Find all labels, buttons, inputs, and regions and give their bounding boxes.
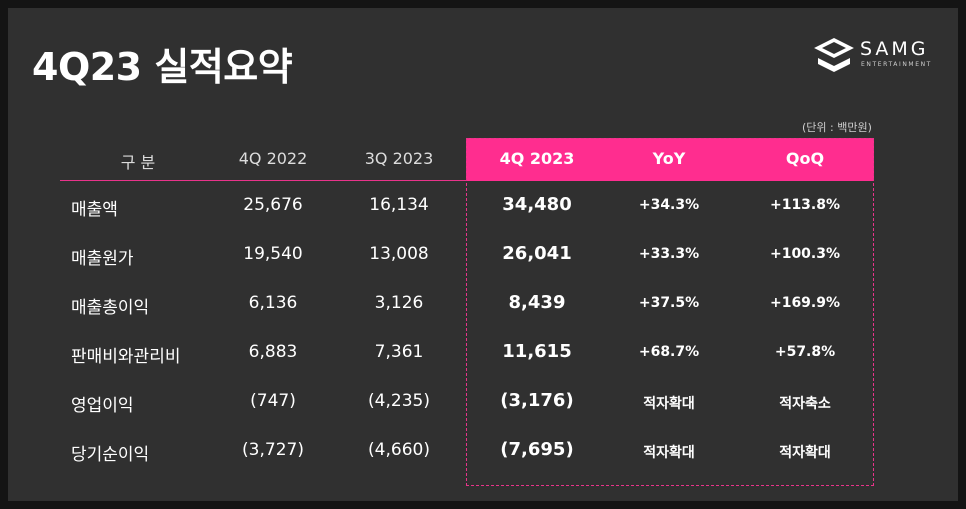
cell-4q2023: 34,480 [502,194,572,215]
cell-3q2023: 3,126 [374,293,424,313]
highlight-header [466,138,874,181]
cell-yoy: +68.7% [638,344,700,360]
cell-yoy: 적자확대 [643,396,695,412]
logo-wordmark: SAMG [860,38,929,60]
cell-qoq: +100.3% [769,246,841,262]
cell-qoq: +57.8% [774,344,836,360]
header-category: 구 분 [120,153,156,172]
logo-subtext: ENTERTAINMENT [861,61,932,68]
cell-3q2023: 13,008 [369,244,429,264]
cell-4q2023: 11,615 [502,341,572,362]
cell-4q2022: (747) [250,391,296,411]
cell-yoy: +33.3% [638,246,700,262]
cell-yoy: +37.5% [638,295,700,311]
header-4q2022: 4Q 2022 [238,149,308,168]
header-yoy: YoY [652,149,686,168]
header-divider [60,180,466,181]
cell-3q2023: (4,660) [368,440,430,460]
cell-4q2023: (3,176) [500,390,574,411]
header-3q2023: 3Q 2023 [364,149,434,168]
samg-logo-icon [814,38,854,72]
cell-4q2022: 6,136 [248,293,298,313]
header-qoq: QoQ [785,149,825,168]
cell-yoy: +34.3% [638,197,700,213]
cell-4q2022: 25,676 [243,195,303,215]
cell-4q2023: (7,695) [500,439,574,460]
row-label: 매출원가 [71,249,134,269]
row-label: 매출총이익 [71,298,150,318]
row-label: 매출액 [71,200,118,220]
cell-3q2023: 7,361 [374,342,424,362]
cell-3q2023: (4,235) [368,391,430,411]
cell-4q2023: 26,041 [502,243,572,264]
row-label: 판매비와관리비 [71,347,181,367]
cell-4q2022: 6,883 [248,342,298,362]
cell-4q2022: 19,540 [243,244,303,264]
cell-qoq: 적자축소 [779,396,831,412]
cell-qoq: +169.9% [769,295,841,311]
cell-yoy: 적자확대 [643,445,695,461]
logo: SAMG ENTERTAINMENT [814,38,938,74]
cell-3q2023: 16,134 [369,195,429,215]
header-4q2023: 4Q 2023 [499,149,575,168]
cell-qoq: 적자확대 [779,445,831,461]
page-title: 4Q23 실적요약 [32,45,293,89]
highlight-box [466,138,874,486]
row-label: 당기순이익 [71,445,150,465]
cell-qoq: +113.8% [769,197,841,213]
row-label: 영업이익 [71,396,134,416]
unit-note: (단위 : 백만원) [802,121,872,134]
slide: 4Q23 실적요약 SAMG ENTERTAINMENT (단위 : 백만원) … [8,8,958,501]
cell-4q2022: (3,727) [242,440,304,460]
cell-4q2023: 8,439 [508,292,566,313]
